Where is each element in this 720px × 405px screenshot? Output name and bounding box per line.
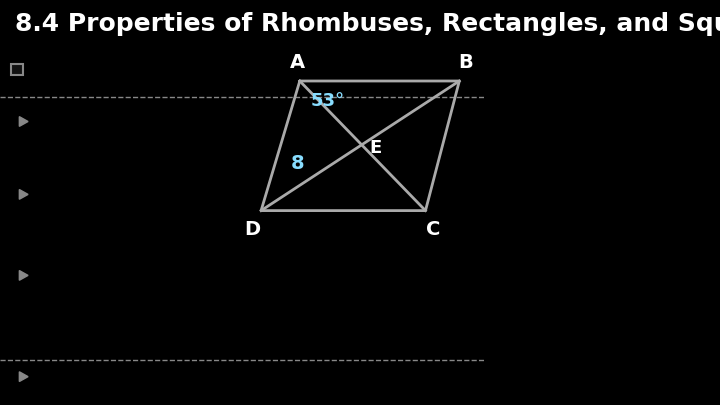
Text: 8: 8 xyxy=(291,154,305,173)
Polygon shape xyxy=(19,117,28,126)
Text: D: D xyxy=(244,220,261,239)
Polygon shape xyxy=(19,190,28,199)
Text: E: E xyxy=(369,139,381,157)
Text: B: B xyxy=(458,53,472,72)
Text: A: A xyxy=(289,53,305,72)
Polygon shape xyxy=(19,271,28,280)
Text: 8.4 Properties of Rhombuses, Rectangles, and Squares: 8.4 Properties of Rhombuses, Rectangles,… xyxy=(14,12,720,36)
Text: C: C xyxy=(426,220,440,239)
Polygon shape xyxy=(19,372,28,382)
FancyBboxPatch shape xyxy=(11,64,23,75)
Text: 53°: 53° xyxy=(310,92,345,110)
